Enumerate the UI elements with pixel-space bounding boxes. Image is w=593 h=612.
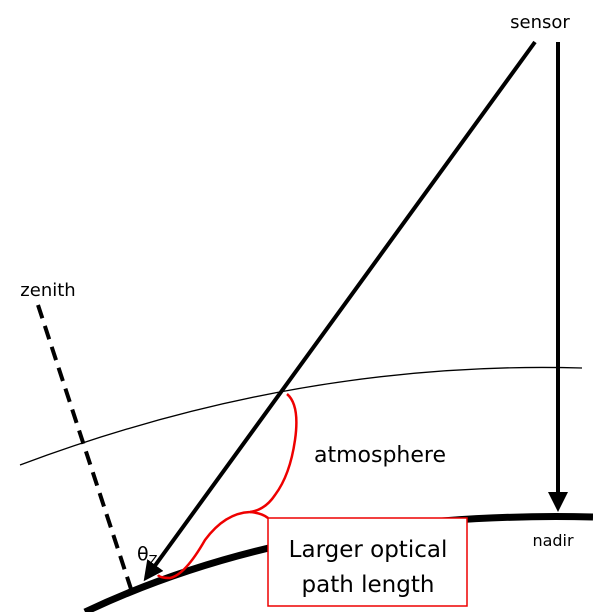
theta-subscript: Z — [149, 554, 158, 569]
callout-line: Larger optical — [289, 537, 448, 563]
nadir-label: nadir — [532, 531, 574, 550]
view-arrow — [143, 40, 537, 582]
sensor-label: sensor — [510, 12, 570, 33]
zenith-line — [36, 304, 134, 593]
zenith-label: zenith — [20, 280, 75, 301]
atmosphere-boundary — [19, 366, 583, 466]
theta-symbol: θ — [137, 543, 149, 565]
atmosphere-label: atmosphere — [314, 443, 446, 468]
callout-line: path length — [302, 572, 435, 598]
theta-label: θZ — [137, 543, 158, 569]
brace-pointer — [249, 510, 269, 519]
callout-box — [267, 517, 468, 607]
